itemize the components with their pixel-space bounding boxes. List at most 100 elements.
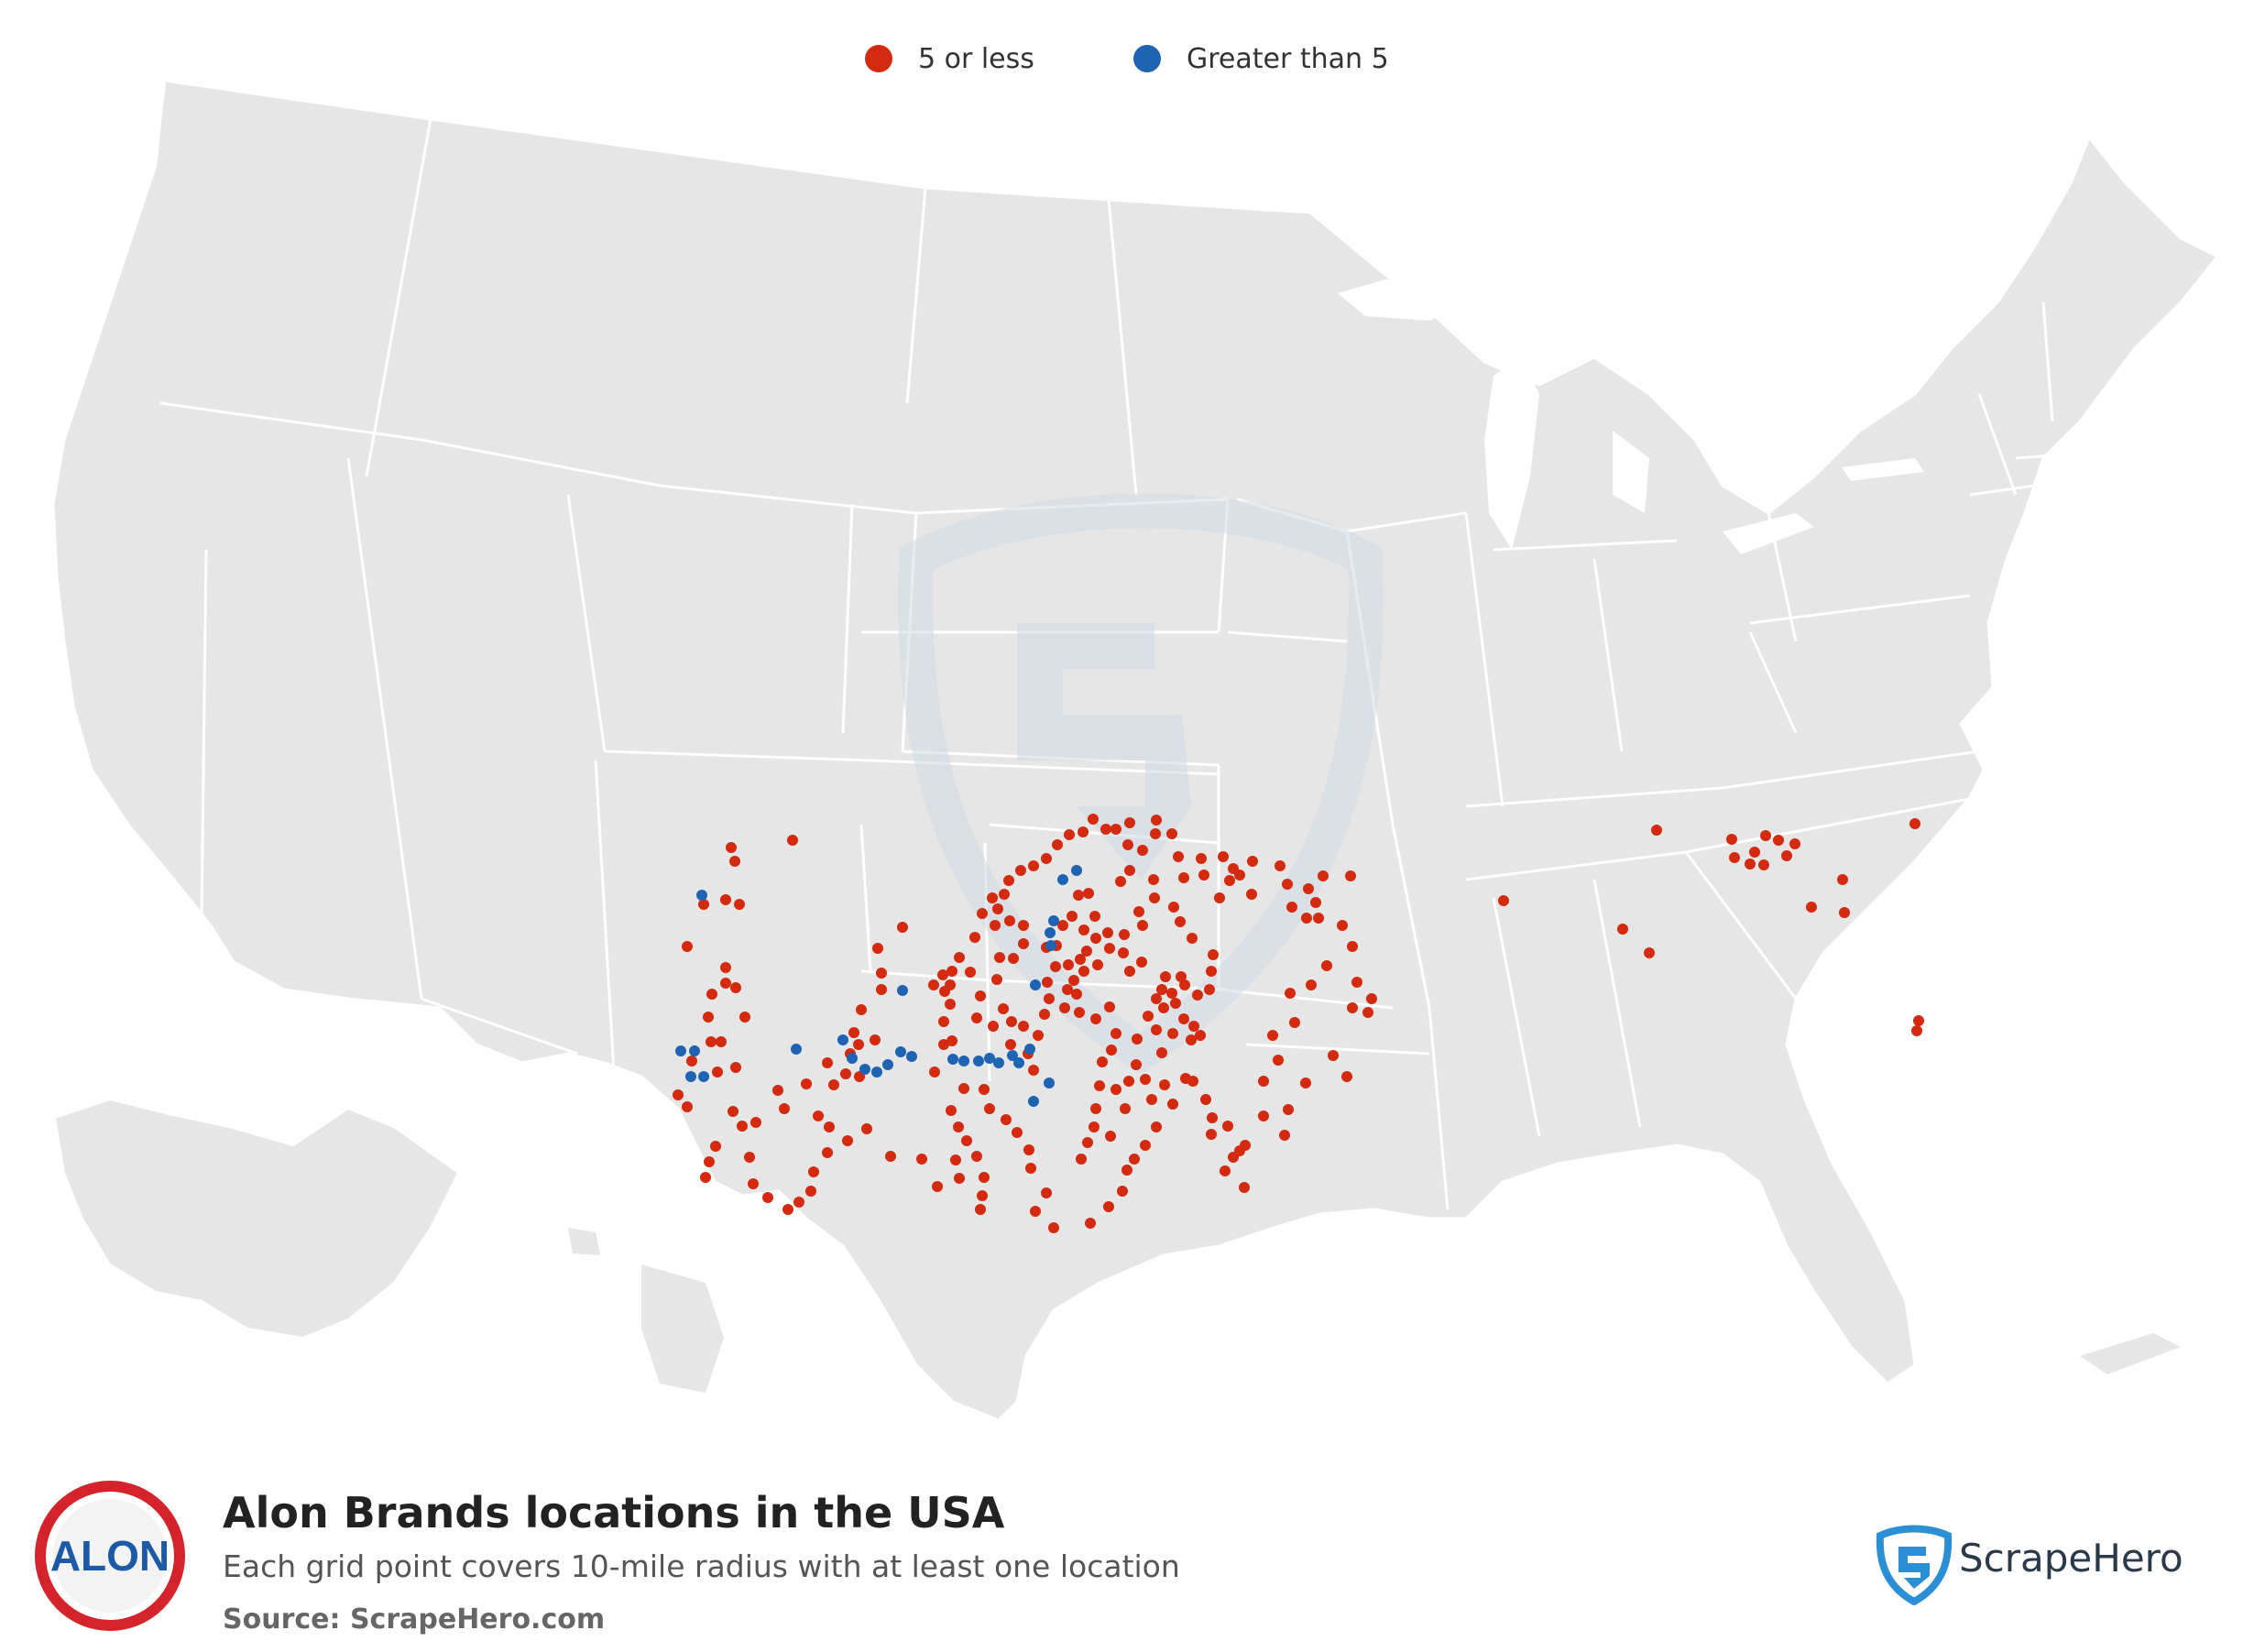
location-dot-5-or-less-11	[703, 1012, 714, 1023]
location-dot-5-or-less-227	[1025, 1163, 1036, 1174]
location-dot-5-or-less-82	[1059, 1002, 1070, 1013]
location-dot-greater-than-5-8	[859, 1064, 870, 1075]
location-dot-5-or-less-5	[734, 899, 745, 910]
location-dot-5-or-less-247	[842, 1135, 853, 1146]
location-dot-5-or-less-266	[1773, 835, 1784, 846]
location-dot-greater-than-5-27	[1071, 865, 1082, 876]
location-dot-5-or-less-157	[1088, 814, 1099, 825]
location-dot-5-or-less-249	[808, 1166, 819, 1177]
location-dot-5-or-less-119	[1179, 979, 1190, 990]
location-dot-5-or-less-89	[1097, 1056, 1108, 1067]
location-dot-5-or-less-274	[1644, 947, 1655, 958]
location-dots	[673, 814, 1924, 1233]
location-dot-5-or-less-172	[1224, 875, 1235, 886]
location-dot-5-or-less-55	[988, 1021, 999, 1032]
location-dot-greater-than-5-14	[947, 1054, 958, 1065]
location-dot-5-or-less-268	[1789, 838, 1800, 849]
location-dot-5-or-less-264	[1749, 847, 1760, 858]
location-dot-5-or-less-190	[1321, 960, 1332, 971]
location-dot-5-or-less-152	[1028, 860, 1039, 871]
location-dot-5-or-less-86	[1104, 1001, 1115, 1012]
location-dot-5-or-less-196	[1258, 1076, 1269, 1087]
location-dot-5-or-less-90	[1094, 1080, 1105, 1091]
location-dot-greater-than-5-19	[1007, 1050, 1018, 1061]
location-dot-5-or-less-35	[848, 1027, 859, 1038]
location-dot-5-or-less-51	[954, 952, 965, 963]
location-dot-greater-than-5-5	[791, 1044, 802, 1055]
state-border-14	[421, 997, 578, 1056]
state-border-45	[1749, 594, 1971, 625]
location-dot-5-or-less-58	[1008, 953, 1019, 964]
location-dot-5-or-less-189	[1347, 941, 1358, 952]
location-dot-5-or-less-193	[1289, 1017, 1300, 1028]
state-border-7	[566, 494, 607, 752]
location-dot-5-or-less-20	[682, 1101, 693, 1112]
location-dot-5-or-less-261	[1651, 825, 1662, 836]
location-dot-5-or-less-275	[1806, 902, 1817, 913]
location-dot-5-or-less-253	[762, 1192, 773, 1203]
legend: 5 or less Greater than 5	[0, 40, 2243, 77]
state-border-37	[1465, 786, 1723, 808]
location-dot-5-or-less-19	[673, 1089, 684, 1100]
state-border-49	[2041, 301, 2054, 422]
location-dot-5-or-less-75	[1083, 888, 1094, 899]
location-dot-5-or-less-85	[1090, 1013, 1101, 1024]
location-dot-5-or-less-107	[1158, 1002, 1169, 1013]
lake-michigan	[1484, 357, 1539, 550]
location-dot-5-or-less-150	[1003, 875, 1014, 886]
location-dot-5-or-less-87	[1111, 1028, 1122, 1039]
location-dot-5-or-less-147	[977, 908, 988, 919]
location-dot-greater-than-5-25	[1048, 915, 1059, 926]
scrapehero-wordmark: ScrapeHero	[1959, 1536, 2183, 1581]
location-dot-5-or-less-93	[1082, 1137, 1093, 1148]
location-dot-5-or-less-206	[1258, 1110, 1269, 1121]
location-dot-5-or-less-185	[1303, 883, 1314, 894]
location-dot-5-or-less-262	[1726, 834, 1737, 845]
location-dot-5-or-less-219	[1129, 1154, 1140, 1165]
puerto-rico	[2080, 1333, 2181, 1374]
location-dot-5-or-less-109	[1160, 971, 1171, 982]
location-dot-5-or-less-65	[1033, 1030, 1044, 1041]
location-dot-5-or-less-243	[932, 1181, 943, 1192]
location-dot-5-or-less-135	[1102, 927, 1113, 938]
location-dot-5-or-less-129	[1137, 920, 1148, 931]
location-dot-5-or-less-197	[1283, 1104, 1294, 1115]
location-dot-5-or-less-199	[1328, 1050, 1339, 1061]
location-dot-5-or-less-40	[897, 922, 908, 933]
location-dot-5-or-less-238	[979, 1172, 990, 1183]
state-border-1	[905, 187, 927, 404]
state-border-8	[841, 503, 854, 734]
location-dot-5-or-less-16	[728, 1106, 739, 1117]
location-dot-greater-than-5-2	[689, 1045, 700, 1056]
location-dot-5-or-less-57	[994, 952, 1005, 963]
location-dot-greater-than-5-1	[675, 1045, 686, 1056]
location-dot-5-or-less-240	[975, 1204, 986, 1215]
location-dot-5-or-less-248	[822, 1147, 833, 1158]
location-dot-5-or-less-138	[1075, 954, 1086, 965]
location-dot-5-or-less-226	[1041, 1187, 1052, 1198]
location-dot-5-or-less-158	[1100, 824, 1111, 835]
location-dot-5-or-less-61	[1005, 1039, 1016, 1050]
state-border-47	[1969, 475, 2099, 497]
state-border-43	[1684, 851, 1798, 1000]
state-border-50	[2015, 447, 2145, 460]
location-dot-5-or-less-33	[853, 1039, 864, 1050]
location-dot-5-or-less-114	[1188, 1021, 1199, 1032]
location-dot-5-or-less-174	[1218, 851, 1229, 862]
location-dot-5-or-less-151	[1015, 865, 1026, 876]
location-dot-5-or-less-271	[1837, 874, 1848, 885]
location-dot-5-or-less-148	[987, 892, 998, 903]
location-dot-5-or-less-236	[961, 1135, 972, 1146]
location-dot-5-or-less-177	[1234, 870, 1245, 881]
state-border-31	[1245, 1043, 1430, 1056]
location-dot-greater-than-5-18	[993, 1057, 1004, 1068]
location-dot-5-or-less-2	[787, 835, 798, 846]
location-dot-5-or-less-30	[828, 1079, 839, 1090]
location-dot-5-or-less-132	[1124, 966, 1135, 977]
location-dot-5-or-less-67	[1044, 993, 1055, 1004]
location-dot-5-or-less-161	[1122, 839, 1133, 850]
location-dot-5-or-less-216	[1167, 1099, 1178, 1110]
alon-logo-icon: ALON	[35, 1481, 185, 1631]
location-dot-5-or-less-210	[1222, 1121, 1233, 1132]
location-dot-greater-than-5-12	[906, 1051, 917, 1062]
